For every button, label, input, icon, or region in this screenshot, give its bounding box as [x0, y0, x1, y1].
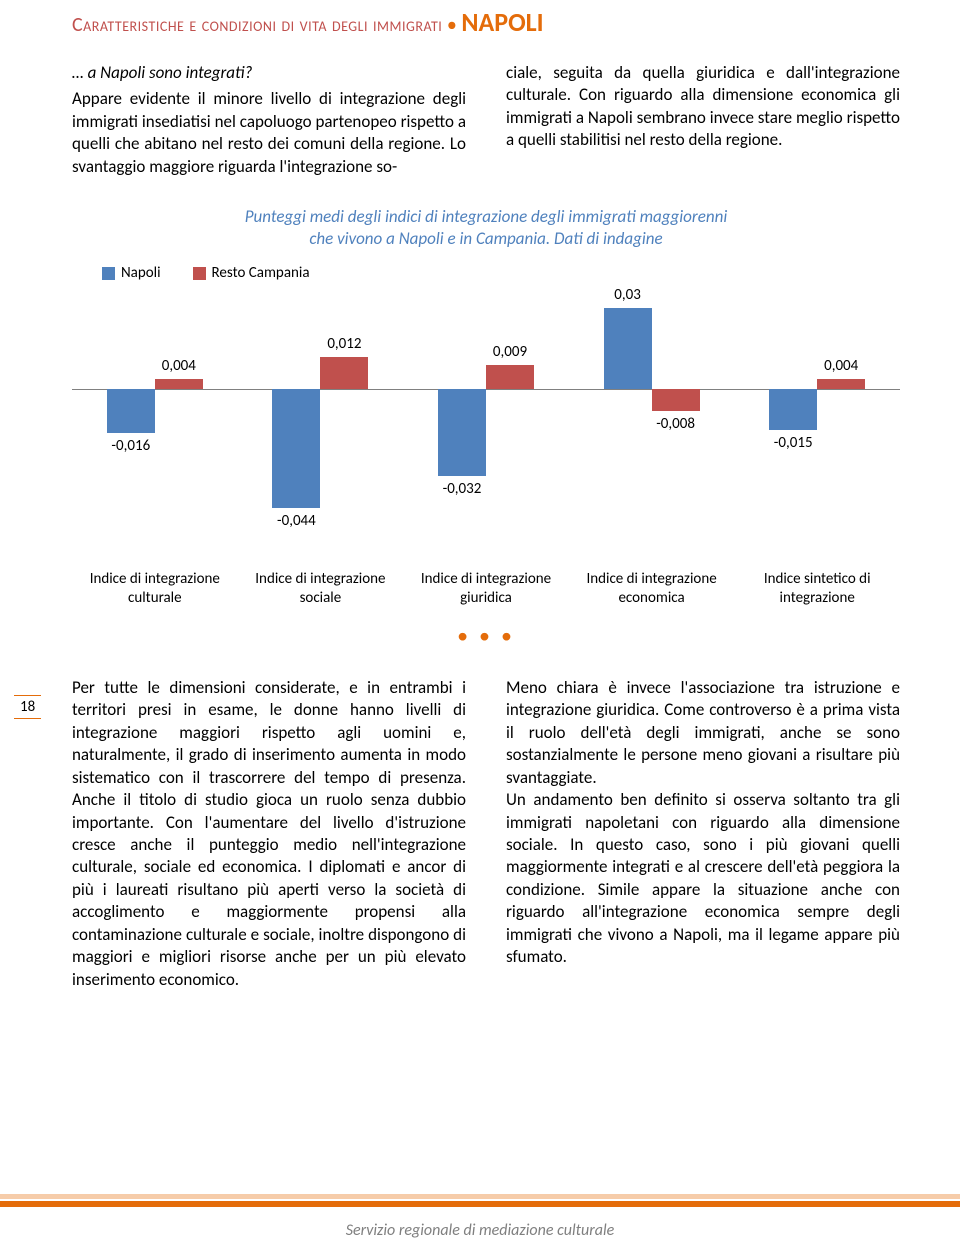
bar-label-napoli: -0,016 [111, 437, 150, 455]
top-columns: … a Napoli sono integrati? Appare eviden… [72, 62, 900, 178]
header-dot: • [447, 13, 457, 37]
bar-group: -0,0440,012 [238, 294, 404, 564]
bar-napoli: -0,016 [107, 389, 155, 432]
bar-resto: 0,009 [486, 365, 534, 389]
legend-label-napoli: Napoli [121, 264, 161, 282]
bar-groups: -0,0160,004-0,0440,012-0,0320,0090,03-0,… [72, 294, 900, 564]
footer-bar [0, 1194, 960, 1212]
bottom-columns: Per tutte le dimensioni considerate, e i… [72, 677, 900, 991]
bar-resto: 0,004 [817, 379, 865, 390]
bar-group: 0,03-0,008 [569, 294, 735, 564]
legend-item-napoli: Napoli [102, 264, 161, 282]
bar-label-resto: 0,009 [493, 343, 527, 361]
category-label: Indice di integrazione sociale [238, 570, 404, 608]
legend-label-resto: Resto Campania [212, 264, 310, 282]
chart-wrap: Napoli Resto Campania -0,0160,004-0,0440… [72, 264, 900, 608]
top-left-paragraph: Appare evidente il minore livello di int… [72, 88, 466, 178]
bar-label-napoli: -0,015 [774, 434, 813, 452]
chart-caption-line2: che vivono a Napoli e in Campania. Dati … [72, 228, 900, 250]
category-label: Indice sintetico di integrazione [734, 570, 900, 608]
category-label: Indice di integrazione culturale [72, 570, 238, 608]
bar-group: -0,0320,009 [403, 294, 569, 564]
chart-caption: Punteggi medi degli indici di integrazio… [72, 206, 900, 250]
bar-label-napoli: -0,032 [443, 480, 482, 498]
category-labels: Indice di integrazione culturaleIndice d… [72, 570, 900, 608]
bar-label-resto: 0,004 [162, 357, 196, 375]
bar-label-resto: 0,012 [327, 335, 361, 353]
category-label: Indice di integrazione economica [569, 570, 735, 608]
chart-caption-line1: Punteggi medi degli indici di integrazio… [72, 206, 900, 228]
bar-label-napoli: 0,03 [614, 286, 641, 304]
header-prefix: Caratteristiche e condizioni di vita deg… [72, 13, 442, 37]
category-label: Indice di integrazione giuridica [403, 570, 569, 608]
footer-text: Servizio regionale di mediazione cultura… [0, 1221, 960, 1240]
bar-label-resto: -0,008 [656, 415, 695, 433]
separator-dots: • • • [72, 622, 900, 649]
bar-napoli: 0,03 [604, 308, 652, 389]
bar-resto: 0,012 [320, 357, 368, 389]
top-col-right: ciale, seguita da quella giuridica e dal… [506, 62, 900, 178]
legend-item-resto: Resto Campania [193, 264, 310, 282]
page-number: 18 [14, 695, 41, 719]
bar-label-resto: 0,004 [824, 357, 858, 375]
bar-resto: -0,008 [652, 389, 700, 411]
bar-chart: -0,0160,004-0,0440,012-0,0320,0090,03-0,… [72, 294, 900, 564]
page-header: Caratteristiche e condizioni di vita deg… [72, 0, 900, 38]
swatch-resto [193, 267, 206, 280]
bar-label-napoli: -0,044 [277, 512, 316, 530]
top-right-paragraph: ciale, seguita da quella giuridica e dal… [506, 62, 900, 152]
chart-legend: Napoli Resto Campania [72, 264, 900, 282]
bottom-col-left: Per tutte le dimensioni considerate, e i… [72, 677, 466, 991]
bottom-col-right: Meno chiara è invece l'associazione tra … [506, 677, 900, 991]
bottom-left-paragraph: Per tutte le dimensioni considerate, e i… [72, 677, 466, 991]
subheading: … a Napoli sono integrati? [72, 62, 466, 84]
header-place: NAPOLI [461, 6, 543, 38]
bar-napoli: -0,032 [438, 389, 486, 475]
bar-group: -0,0160,004 [72, 294, 238, 564]
bar-napoli: -0,015 [769, 389, 817, 430]
swatch-napoli [102, 267, 115, 280]
bar-group: -0,0150,004 [734, 294, 900, 564]
bar-resto: 0,004 [155, 379, 203, 390]
bar-napoli: -0,044 [272, 389, 320, 508]
bottom-right-paragraph: Meno chiara è invece l'associazione tra … [506, 677, 900, 969]
top-col-left: … a Napoli sono integrati? Appare eviden… [72, 62, 466, 178]
